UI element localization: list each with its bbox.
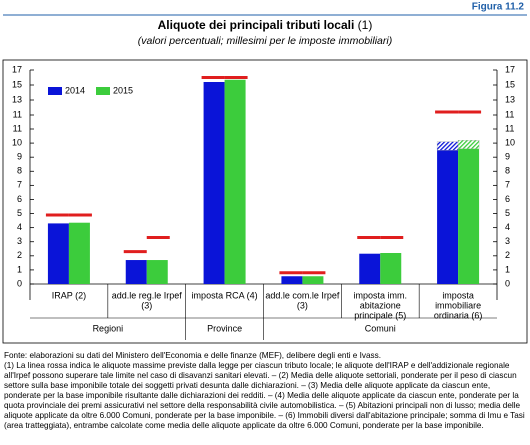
y-tick-label-right: 8 (505, 166, 510, 176)
bar (359, 253, 381, 284)
bar (125, 260, 147, 284)
y-tick-label: 17 (12, 64, 22, 74)
bar (224, 79, 246, 284)
y-tick-label-right: 11 (505, 109, 514, 119)
group-label: Comuni (365, 323, 396, 333)
x-tick-label: imposta RCA (4) (192, 290, 258, 300)
chart: Figura 11.2 Aliquote dei principali trib… (2, 2, 528, 344)
y-tick-label-right: 5 (505, 208, 510, 218)
y-tick-label: 11 (13, 123, 22, 133)
x-tick-label: IRAP (2) (52, 290, 86, 300)
y-tick-label: 6 (17, 194, 22, 204)
legend-label: 2014 (65, 85, 85, 95)
bar (281, 276, 303, 284)
bar (302, 276, 324, 284)
y-tick-label: 9 (17, 152, 22, 162)
y-tick-label: 13 (12, 94, 22, 104)
title-main: Aliquote dei principali tributi locali (158, 18, 355, 32)
figure-label: Figura 11.2 (472, 2, 525, 13)
y-tick-label: 3 (17, 236, 22, 246)
bar-hatched (457, 140, 480, 149)
title-note: (1) (358, 18, 373, 32)
y-tick-label-right: 10 (505, 137, 515, 147)
x-tick-label: ordinaria (6) (434, 310, 483, 320)
x-tick-label: (3) (141, 300, 152, 310)
y-tick-label-right: 0 (505, 278, 510, 288)
legend-swatch (48, 87, 62, 95)
bar (68, 222, 90, 284)
y-tick-label-right: 15 (505, 79, 515, 89)
bar (146, 260, 168, 284)
chart-subtitle: (valori percentuali; millesimi per le im… (138, 35, 392, 47)
y-tick-label: 0 (17, 278, 22, 288)
y-tick-label: 8 (17, 166, 22, 176)
legend-swatch (96, 87, 110, 95)
x-tick-label: imposta imm. (353, 290, 407, 300)
bar (458, 148, 480, 284)
bar (437, 150, 459, 284)
x-tick-label: (3) (297, 300, 308, 310)
x-tick-label: immobiliare (435, 300, 481, 310)
x-tick-label: add.le com.le Irpef (265, 290, 340, 300)
chart-frame (2, 59, 528, 344)
x-tick-label: abitazione (360, 300, 401, 310)
x-tick-label: add.le reg.le Irpef (112, 290, 183, 300)
source-note: Fonte: elaborazioni su dati del Minister… (4, 351, 382, 360)
bar-hatched (436, 141, 459, 151)
y-tick-label-right: 11 (505, 123, 514, 133)
y-tick-label: 5 (17, 208, 22, 218)
bar (47, 223, 69, 284)
y-tick-label: 10 (12, 137, 22, 147)
y-tick-label-right: 1 (505, 264, 510, 274)
y-tick-label: 11 (13, 109, 22, 119)
bar (203, 82, 225, 284)
bar (380, 253, 402, 284)
y-tick-label-right: 6 (505, 194, 510, 204)
x-tick-label: principale (5) (354, 310, 406, 320)
y-tick-label-right: 3 (505, 236, 510, 246)
y-tick-label: 7 (17, 180, 22, 190)
y-tick-label: 1 (17, 264, 22, 274)
chart-title: Aliquote dei principali tributi locali (… (158, 18, 373, 32)
y-tick-label-right: 9 (505, 152, 510, 162)
legend-label: 2015 (113, 85, 133, 95)
y-tick-label: 2 (17, 250, 22, 260)
y-tick-label-right: 13 (505, 94, 515, 104)
group-label: Regioni (93, 323, 124, 333)
y-tick-label: 4 (17, 222, 22, 232)
y-tick-label: 15 (12, 79, 22, 89)
y-tick-label-right: 7 (505, 180, 510, 190)
y-tick-label-right: 2 (505, 250, 510, 260)
y-tick-label-right: 17 (505, 64, 515, 74)
group-label: Province (207, 323, 242, 333)
footnotes: (1) La linea rossa indica le aliquote ma… (4, 361, 525, 430)
y-tick-label-right: 4 (505, 222, 510, 232)
x-tick-label: imposta (442, 290, 474, 300)
notes: Fonte: elaborazioni su dati del Minister… (4, 351, 526, 431)
